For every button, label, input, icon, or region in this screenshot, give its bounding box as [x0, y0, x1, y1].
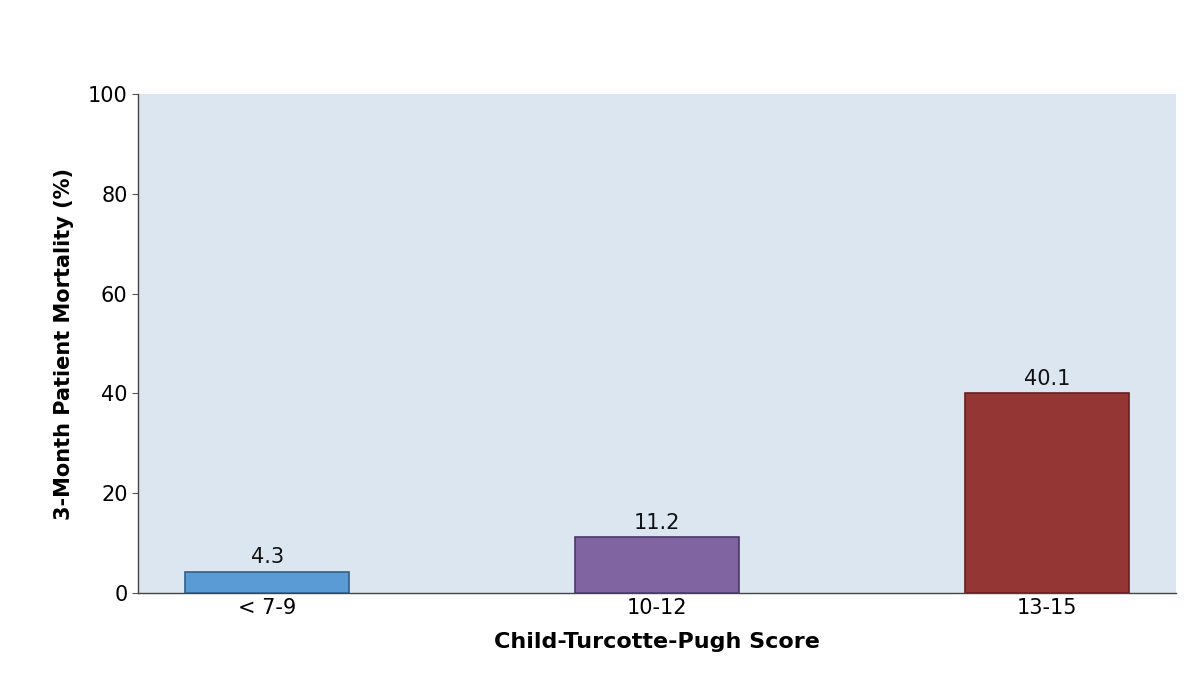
Bar [185, 572, 349, 593]
Y-axis label: 3-Month Patient Mortality (%): 3-Month Patient Mortality (%) [54, 167, 74, 520]
Text: 40.1: 40.1 [1024, 369, 1070, 389]
Text: 4.3: 4.3 [251, 548, 283, 568]
Text: 11.2: 11.2 [634, 513, 680, 533]
Bar [575, 537, 739, 593]
X-axis label: Child-Turcotte-Pugh Score: Child-Turcotte-Pugh Score [494, 632, 820, 652]
Bar [965, 393, 1129, 593]
Text: 3-Month Mortality Based on Child-Turcotte-Pugh Score: 3-Month Mortality Based on Child-Turcott… [89, 24, 1111, 56]
